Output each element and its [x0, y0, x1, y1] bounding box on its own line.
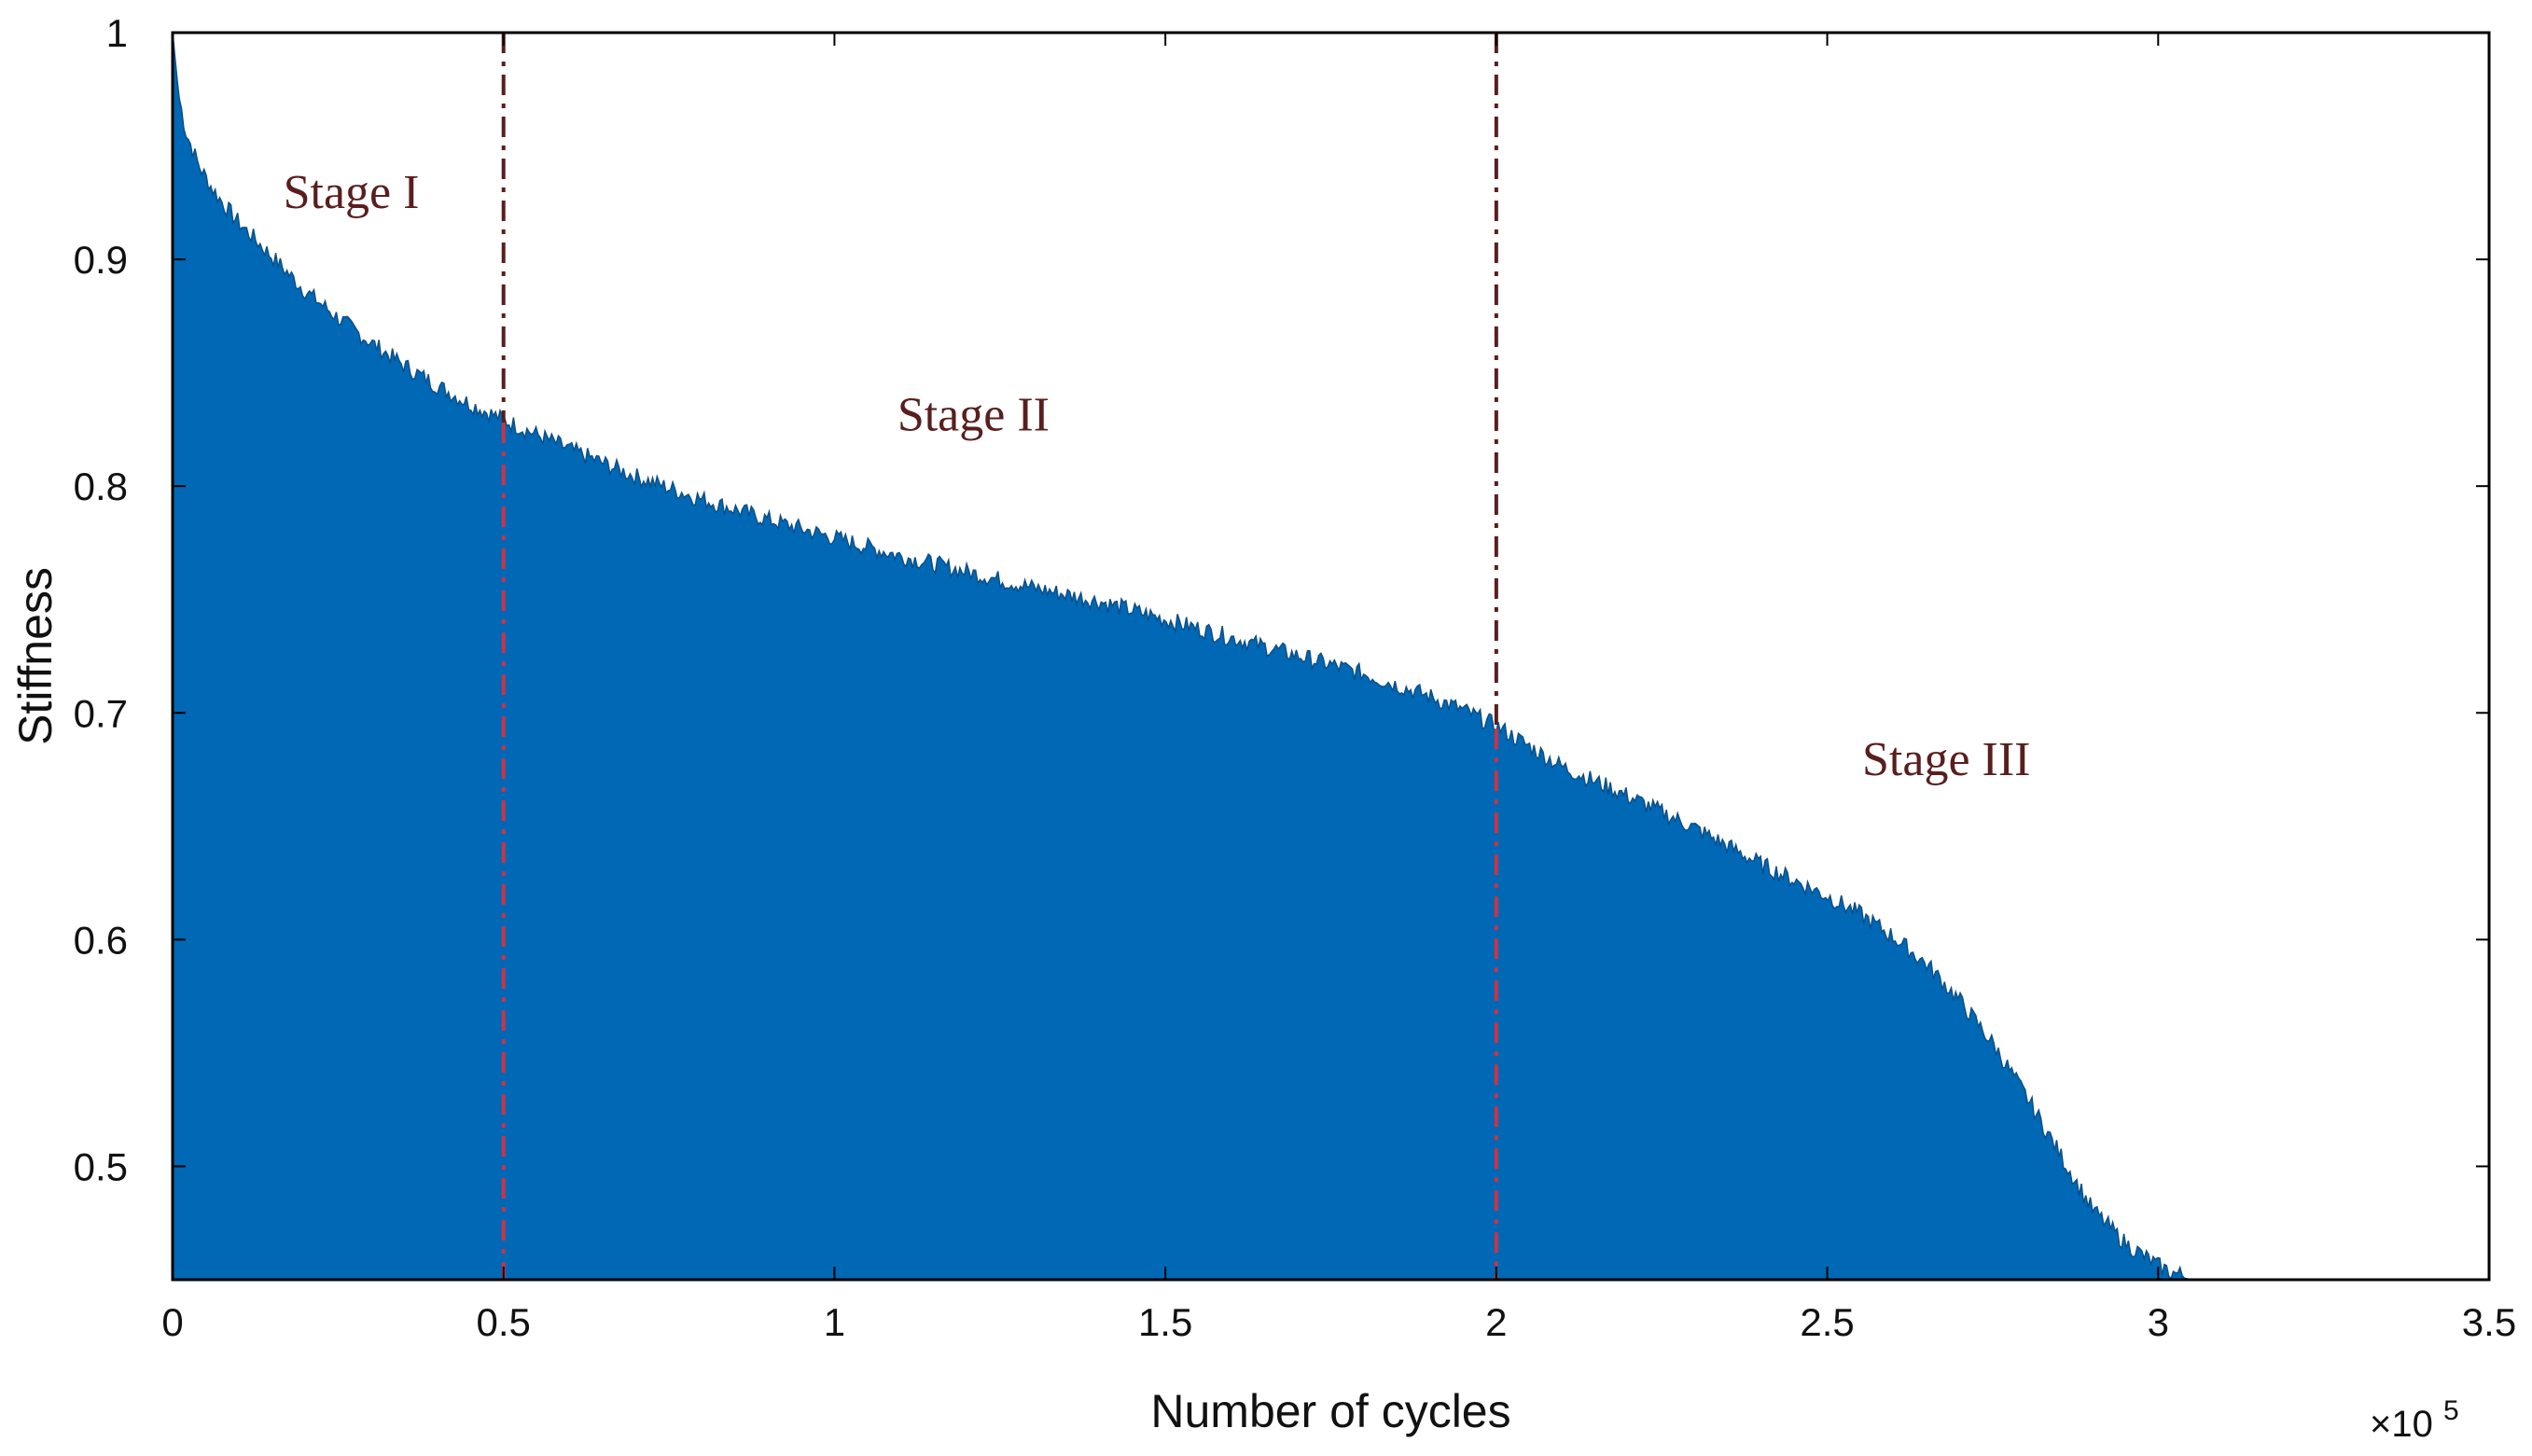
plot-frame — [171, 31, 2491, 1282]
stiffness-area — [172, 32, 2191, 1281]
tick-layer: 0 0.5 1 1.5 2 2.5 3 3.5 0.5 0.6 0.7 0.8 0.9 1 — [74, 11, 2517, 1344]
y-tick-label: 0.6 — [74, 918, 128, 962]
y-axis-label: Stiffness — [9, 567, 62, 745]
x-axis-label: Number of cycles — [1150, 1385, 1510, 1437]
x-tick-label: 1.5 — [1138, 1300, 1192, 1344]
x-tick-label: 0 — [161, 1300, 183, 1344]
stage-annotation-layer: Stage I Stage II Stage III — [284, 166, 2031, 786]
stiffness-area-layer — [172, 32, 2191, 1281]
stage-boundary-layer — [501, 33, 1498, 1280]
x-axis-exponent-label: ×10 5 — [2370, 1395, 2459, 1445]
stage-label: Stage III — [1862, 733, 2030, 786]
x-tick-label: 2 — [1485, 1300, 1507, 1344]
x-axis-exponent: 5 — [2443, 1395, 2459, 1426]
y-tick-label: 0.5 — [74, 1144, 128, 1188]
y-tick-label: 1 — [106, 11, 128, 55]
x-tick-label: 3.5 — [2462, 1300, 2516, 1344]
y-tick-label: 0.8 — [74, 465, 128, 508]
x-axis-multiplier: ×10 — [2370, 1404, 2433, 1445]
x-tick-label: 2.5 — [1800, 1300, 1854, 1344]
stage-label: Stage I — [284, 166, 420, 219]
x-tick-label: 3 — [2148, 1300, 2169, 1344]
x-tick-label: 0.5 — [477, 1300, 531, 1344]
x-tick-label: 1 — [824, 1300, 845, 1344]
y-tick-label: 0.9 — [74, 238, 128, 282]
y-tick-label: 0.7 — [74, 691, 128, 735]
stage-label: Stage II — [897, 388, 1050, 441]
